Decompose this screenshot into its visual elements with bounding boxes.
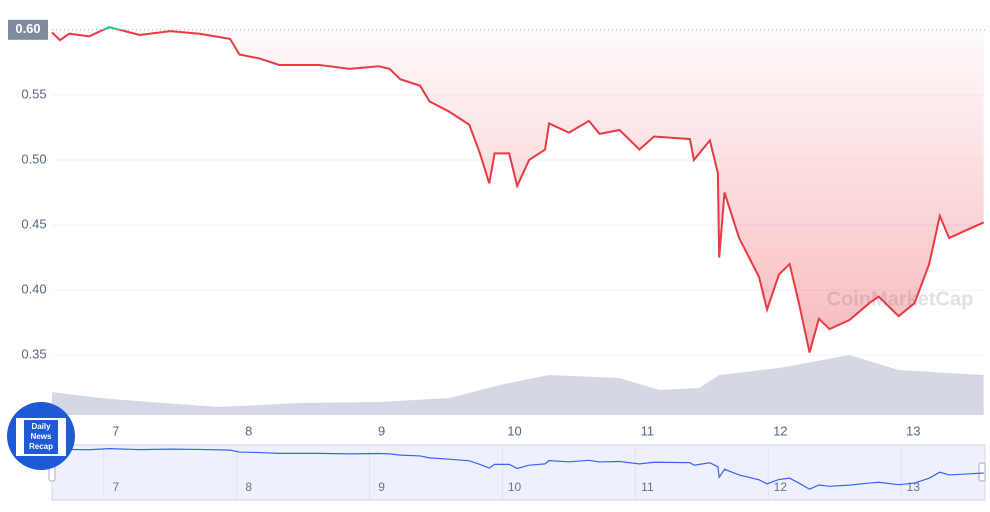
badge-inner — [24, 420, 58, 454]
navigator-tick-label: 11 — [641, 480, 654, 494]
plot: 7 8 9 10 11 12 13 — [51, 26, 985, 438]
navigator-tick-label: 10 — [508, 480, 522, 494]
navigator-tick-label: 7 — [112, 480, 119, 494]
x-tick-label: 10 — [507, 423, 521, 438]
navigator-tick-label: 8 — [245, 480, 252, 494]
x-tick-label: 12 — [773, 423, 787, 438]
price-area — [52, 29, 984, 353]
x-tick-label: 7 — [112, 423, 119, 438]
price-line — [51, 29, 985, 353]
badge-text: Daily — [31, 422, 51, 431]
plot-back: 0.600.550.500.450.400.35CoinMarketCap — [8, 19, 985, 415]
navigator-handle[interactable] — [978, 462, 986, 482]
navigator-background — [52, 445, 985, 500]
y-tick-label: 0.55 — [21, 86, 46, 101]
x-tick-label: 11 — [641, 423, 655, 438]
navigator-tick-label: 12 — [774, 480, 788, 494]
badge-text: News — [31, 432, 52, 441]
current-price-box — [8, 19, 48, 40]
badge-text: Recap — [29, 442, 53, 451]
y-tick-label: 0.60 — [15, 21, 40, 36]
navigator-tick-label: 9 — [378, 480, 385, 494]
x-tick-label: 13 — [906, 423, 920, 438]
y-tick-label: 0.50 — [21, 151, 46, 166]
navigator: 7 8 9 10 11 12 13 — [48, 444, 986, 501]
y-tick-label: 0.45 — [21, 216, 46, 231]
y-tick-label: 0.40 — [21, 282, 46, 297]
x-tick-label: 8 — [245, 423, 252, 438]
y-tick-label: 0.35 — [21, 347, 46, 362]
volume-area — [52, 355, 984, 415]
x-tick-label: 9 — [378, 423, 385, 438]
badge: Daily News Recap — [7, 402, 75, 470]
navigator-line — [51, 448, 984, 490]
